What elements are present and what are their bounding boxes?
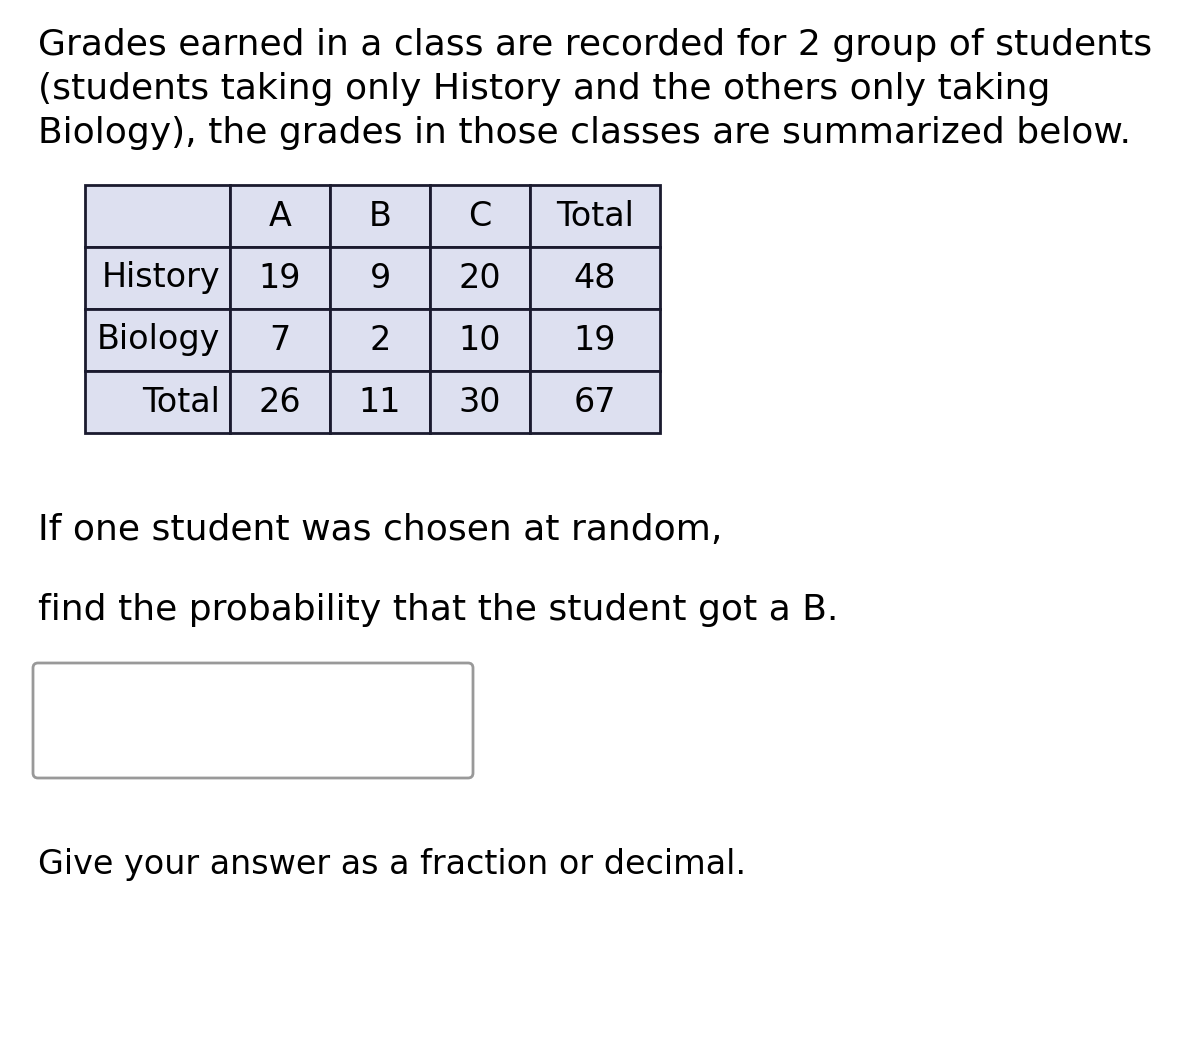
Bar [530,185,660,247]
Bar [330,185,430,247]
Text: 7: 7 [269,323,290,356]
Bar [430,371,530,433]
Bar [530,309,660,371]
Bar [430,247,530,309]
FancyBboxPatch shape [34,663,473,778]
Text: 10: 10 [458,323,502,356]
Text: 48: 48 [574,262,616,295]
Text: (students taking only History and the others only taking: (students taking only History and the ot… [38,72,1050,106]
Text: History: History [101,262,220,295]
Text: If one student was chosen at random,: If one student was chosen at random, [38,513,722,547]
Bar [85,185,230,247]
Text: 19: 19 [574,323,617,356]
Text: 2: 2 [370,323,391,356]
Text: A: A [269,199,292,232]
Text: 67: 67 [574,386,617,419]
Text: 19: 19 [259,262,301,295]
Text: B: B [368,199,391,232]
Bar [230,185,330,247]
Text: C: C [468,199,492,232]
Bar [230,371,330,433]
Text: 20: 20 [458,262,502,295]
Text: 26: 26 [259,386,301,419]
Bar [330,371,430,433]
Text: Biology: Biology [97,323,220,356]
Text: 30: 30 [458,386,502,419]
Text: Grades earned in a class are recorded for 2 group of students: Grades earned in a class are recorded fo… [38,28,1152,63]
Text: find the probability that the student got a B.: find the probability that the student go… [38,593,839,627]
Bar [530,371,660,433]
Bar [330,247,430,309]
Text: Total: Total [556,199,634,232]
Bar [230,247,330,309]
Text: 11: 11 [359,386,401,419]
Text: Biology), the grades in those classes are summarized below.: Biology), the grades in those classes ar… [38,116,1132,150]
Text: Give your answer as a fraction or decimal.: Give your answer as a fraction or decima… [38,848,746,880]
Bar [330,309,430,371]
Text: 9: 9 [370,262,391,295]
Bar [430,185,530,247]
Bar [85,309,230,371]
Text: Total: Total [142,386,220,419]
Bar [230,309,330,371]
Bar [85,371,230,433]
Bar [85,247,230,309]
Bar [530,247,660,309]
Bar [430,309,530,371]
